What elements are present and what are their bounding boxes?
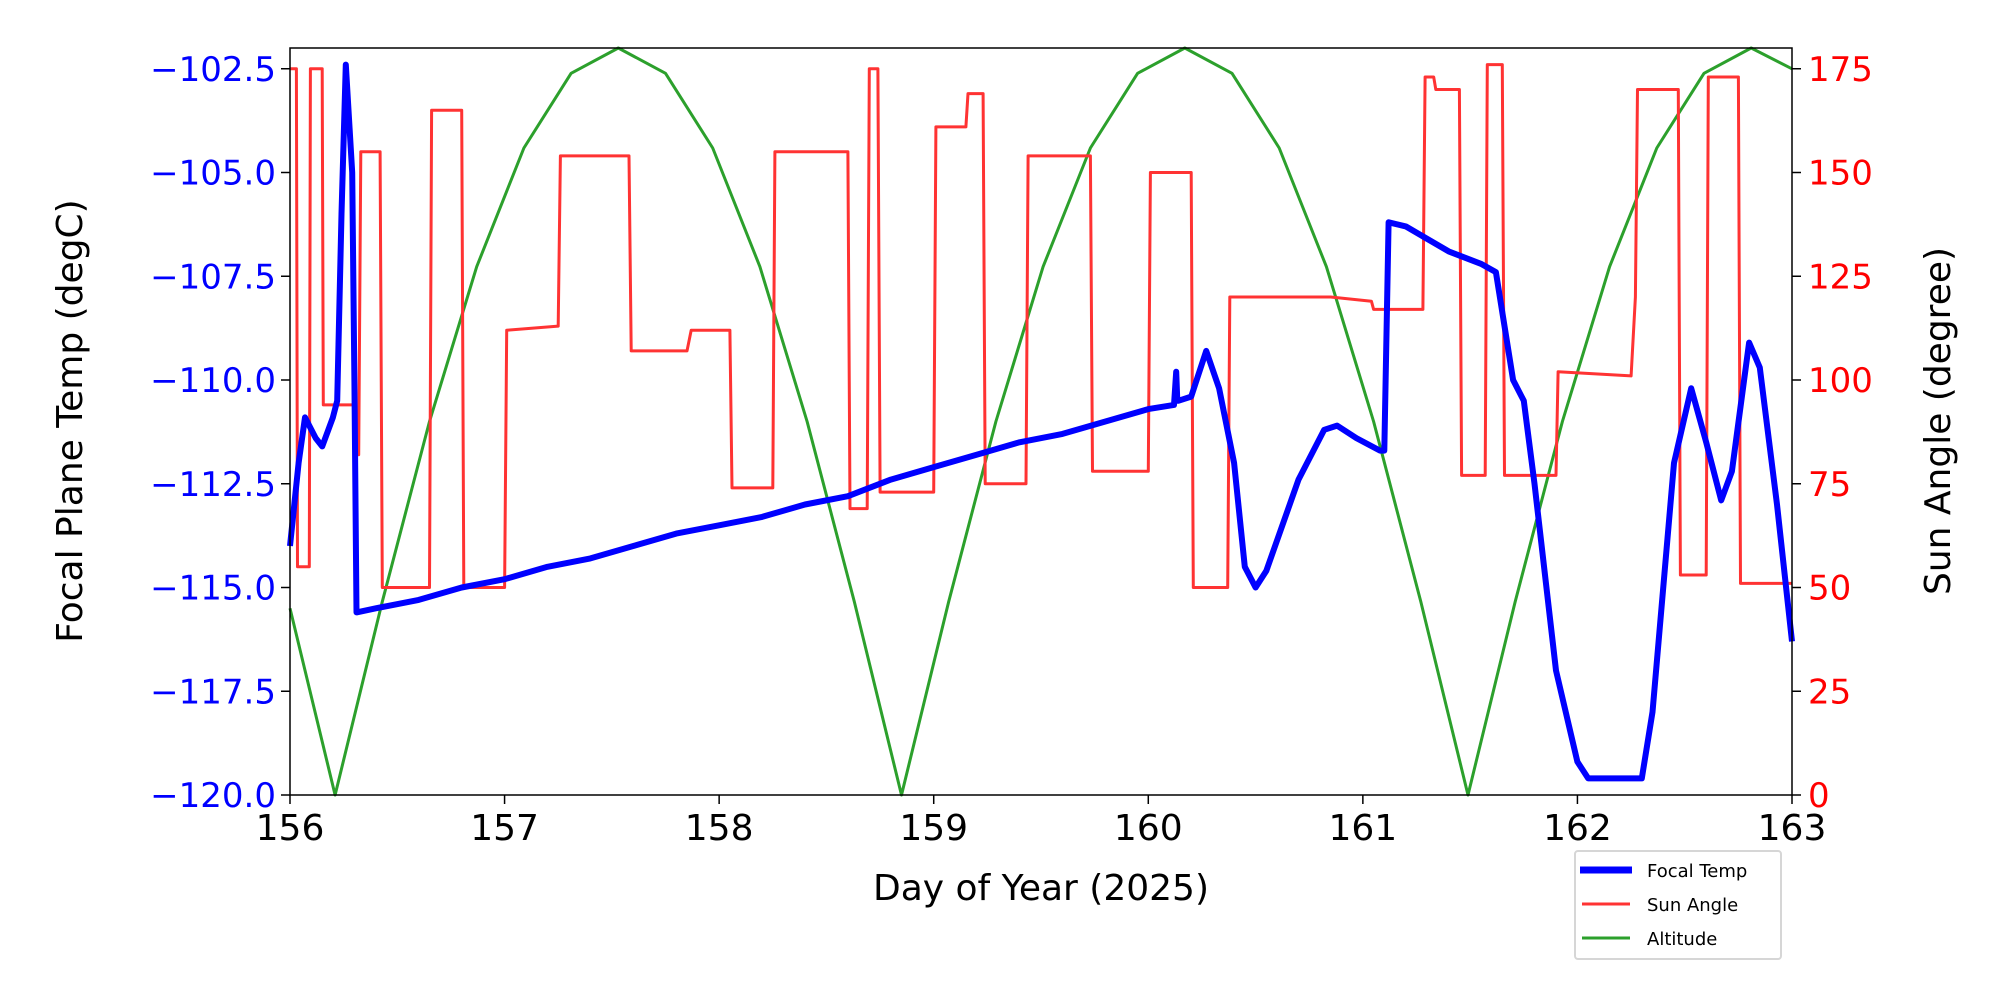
left-tick-label: −112.5 — [150, 465, 276, 505]
right-tick-label: 50 — [1808, 569, 1851, 609]
left-tick-label: −117.5 — [150, 672, 276, 712]
right-tick-label: 175 — [1808, 50, 1873, 90]
left-tick-label: −107.5 — [150, 257, 276, 297]
left-tick-label: −102.5 — [150, 50, 276, 90]
legend-label-altitude: Altitude — [1647, 929, 1717, 950]
plot-frame — [289, 47, 1793, 796]
left-tick-label: −115.0 — [150, 569, 276, 609]
x-tick-label: 161 — [1328, 808, 1397, 849]
x-tick-label: 162 — [1543, 808, 1612, 849]
right-tick-label: 150 — [1808, 154, 1873, 194]
right-tick-label: 125 — [1808, 257, 1873, 297]
right-tick-label: 0 — [1808, 776, 1830, 816]
x-tick-label: 163 — [1758, 808, 1827, 849]
right-y-axis-label: Sun Angle (degree) — [1918, 247, 1959, 595]
left-tick-label: −120.0 — [150, 776, 276, 816]
x-tick-label: 158 — [685, 808, 754, 849]
sun-angle-line — [290, 63, 1792, 589]
left-y-axis-label: Focal Plane Temp (degC) — [50, 199, 91, 642]
focal-temp-line — [287, 61, 1795, 782]
legend: Focal Temp Sun Angle Altitude — [1574, 850, 1782, 960]
x-axis: 156 157 158 159 160 161 162 163 — [256, 795, 1827, 849]
legend-label-sun: Sun Angle — [1647, 895, 1738, 916]
altitude-line — [288, 46, 1793, 797]
right-tick-label: 75 — [1808, 465, 1851, 505]
x-tick-label: 159 — [899, 808, 968, 849]
x-tick-label: 156 — [256, 808, 325, 849]
left-tick-label: −110.0 — [150, 361, 276, 401]
right-tick-label: 25 — [1808, 672, 1851, 712]
x-tick-label: 160 — [1114, 808, 1183, 849]
x-tick-label: 157 — [470, 808, 539, 849]
legend-label-focal: Focal Temp — [1647, 861, 1747, 882]
left-y-axis: −120.0 −117.5 −115.0 −112.5 −110.0 −107.5 −105… — [150, 50, 290, 816]
x-axis-label: Day of Year (2025) — [873, 868, 1209, 909]
right-tick-label: 100 — [1808, 361, 1873, 401]
legend-frame — [1574, 850, 1782, 960]
left-tick-label: −105.0 — [150, 154, 276, 194]
right-y-axis: 0 25 50 75 100 125 150 175 — [1792, 50, 1873, 816]
series-layer — [287, 46, 1795, 797]
